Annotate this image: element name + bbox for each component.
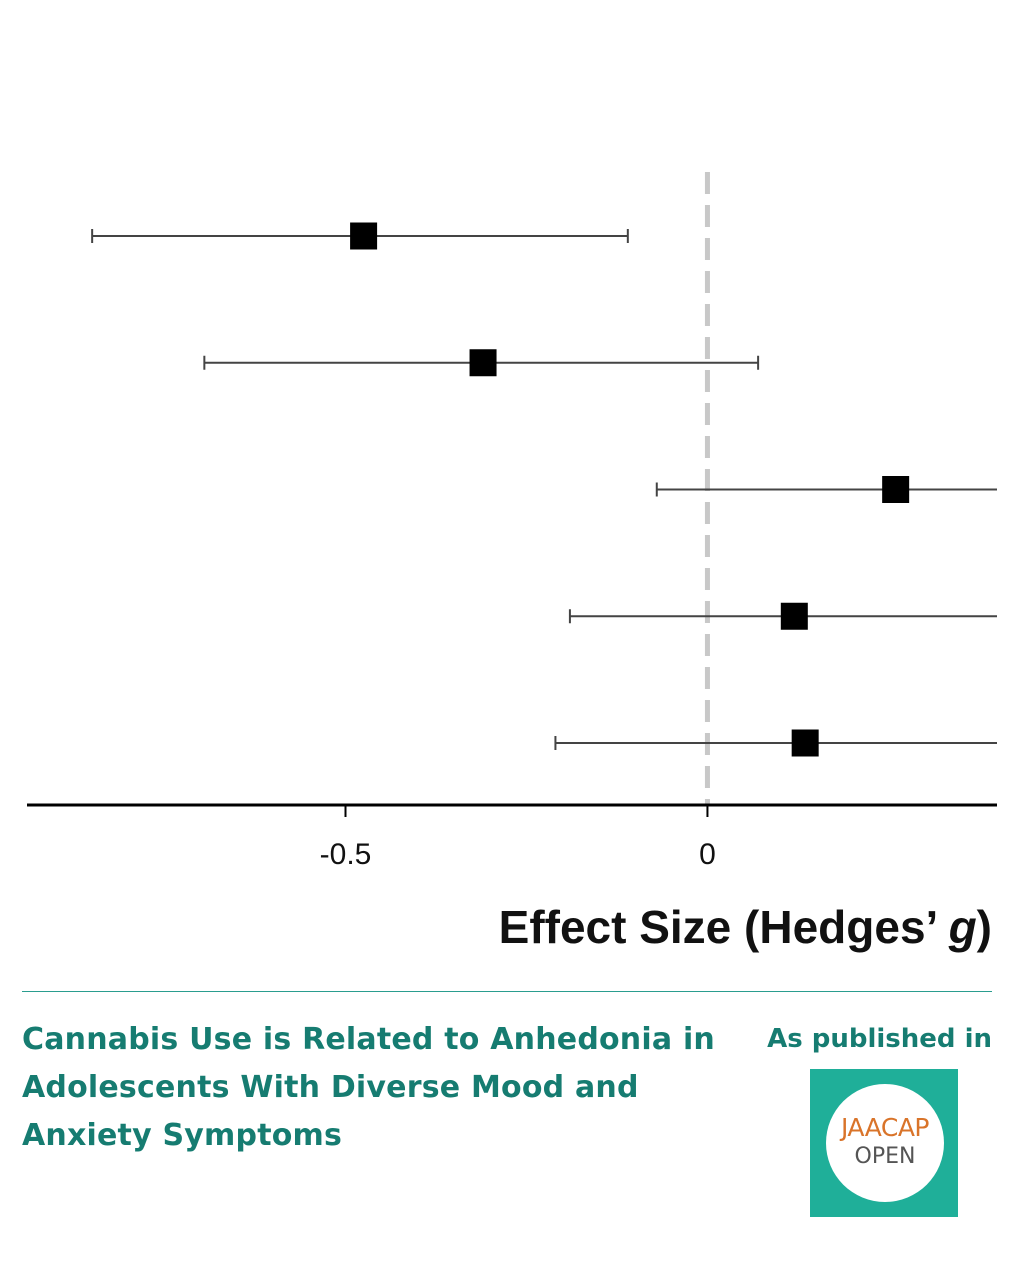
published-in-label: As published in [767,1024,992,1054]
logo-text-open: OPEN [854,1144,916,1169]
section-divider [22,991,992,992]
x-tick-label: 0 [699,838,716,871]
point-estimate-marker [882,476,910,503]
point-estimate-marker [350,222,378,250]
article-title: Cannabis Use is Related to Anhedonia in … [22,1022,715,1153]
jaacap-open-logo[interactable]: JAACAP OPEN [810,1069,958,1217]
point-estimate-marker [780,602,808,630]
x-tick-label: -0.5 [320,838,372,871]
logo-circle: JAACAP OPEN [826,1084,944,1202]
forest-plot: -0.5 0 Effect Size (Hedges’ g) [27,172,997,953]
logo-text-jaacap: JAACAP [840,1113,930,1142]
point-estimate-marker [791,729,819,757]
point-estimate-marker [469,349,497,377]
x-axis-label: Effect Size (Hedges’ g) [499,901,992,953]
